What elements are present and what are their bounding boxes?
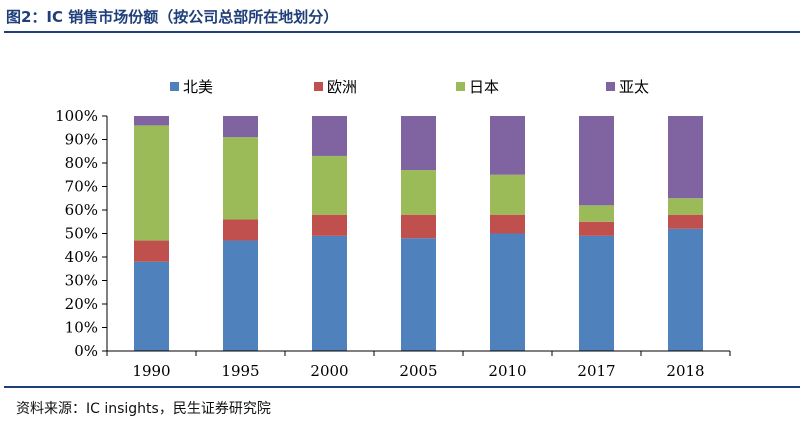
chart-title: 图2：IC 销售市场份额（按公司总部所在地划分） <box>6 8 339 26</box>
legend-label: 日本 <box>469 78 499 96</box>
x-tick-label: 2010 <box>488 362 526 380</box>
bar-segment <box>401 214 436 239</box>
x-tick-label: 2000 <box>310 362 348 380</box>
bar-segment <box>490 214 525 234</box>
x-tick-label: 2005 <box>399 362 437 380</box>
y-tick-label: 100% <box>55 107 98 125</box>
bar-segment <box>579 221 614 236</box>
y-tick-label: 90% <box>65 131 98 149</box>
bar-segment <box>312 155 347 215</box>
legend-swatch <box>314 82 323 91</box>
y-tick-label: 60% <box>65 201 98 219</box>
bar-segment <box>490 174 525 215</box>
legend-label: 北美 <box>183 78 213 96</box>
y-tick-label: 0% <box>74 342 98 360</box>
y-axis: 0% 10% 20% 30% 40% 50% 60% 70% 80% 90% 100% <box>55 107 108 360</box>
y-tick-label: 50% <box>65 225 98 243</box>
bar-segment <box>223 219 258 241</box>
legend-swatch <box>456 82 465 91</box>
bar-segment <box>134 125 169 241</box>
bar-segment <box>401 116 436 171</box>
bar-segment <box>668 228 703 351</box>
y-tick-label: 20% <box>65 295 98 313</box>
x-tick-label: 1990 <box>132 362 170 380</box>
x-tick-label: 1995 <box>221 362 259 380</box>
bar-segment <box>312 235 347 351</box>
y-tick-label: 30% <box>65 272 98 290</box>
x-tick-label: 2017 <box>577 362 615 380</box>
x-axis: 1990 1995 2000 2005 2010 2017 2018 <box>106 350 731 380</box>
stacked-bar-chart: 北美 欧洲 日本 亚太 0% 10% 20% 30% 40% 50% 60% 70% 80% 90% 10… <box>55 78 731 380</box>
legend-label: 亚太 <box>619 78 649 96</box>
bar-segment <box>312 214 347 236</box>
bar-segment <box>134 261 169 351</box>
source-note: 资料来源：IC insights，民生证券研究院 <box>16 401 271 417</box>
bar-segment <box>668 116 703 199</box>
y-tick-label: 70% <box>65 178 98 196</box>
y-tick-label: 10% <box>65 319 98 337</box>
bar-segment <box>579 116 614 206</box>
footer-divider <box>4 386 800 388</box>
y-tick-label: 40% <box>65 248 98 266</box>
legend: 北美 欧洲 日本 亚太 <box>170 78 649 96</box>
bar-segment <box>668 214 703 229</box>
bar-segment <box>223 137 258 220</box>
bar-segment <box>223 240 258 351</box>
bar-segment <box>490 233 525 351</box>
bar-segment <box>134 116 169 126</box>
bar-segment <box>134 240 169 262</box>
x-tick-label: 2018 <box>666 362 704 380</box>
bar-segment <box>490 116 525 175</box>
legend-label: 欧洲 <box>327 78 357 96</box>
bar-segment <box>401 170 436 215</box>
bar-segment <box>668 198 703 215</box>
bars <box>134 116 703 351</box>
bar-segment <box>401 238 436 351</box>
y-tick-label: 80% <box>65 154 98 172</box>
bar-segment <box>579 205 614 222</box>
legend-swatch <box>170 82 179 91</box>
legend-swatch <box>606 82 615 91</box>
bar-segment <box>579 235 614 351</box>
bar-segment <box>223 116 258 138</box>
title-divider <box>4 31 800 33</box>
bar-segment <box>312 116 347 156</box>
